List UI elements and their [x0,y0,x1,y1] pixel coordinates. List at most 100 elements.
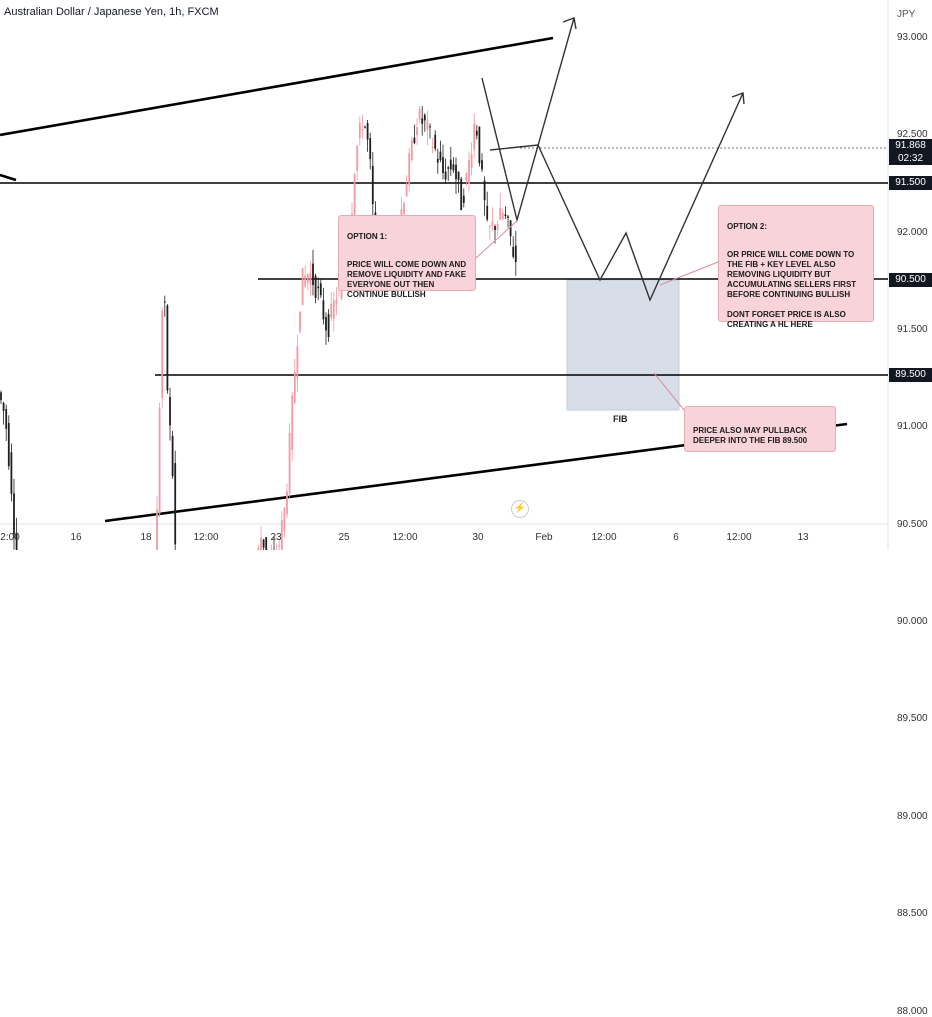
price-axis-unit: JPY [897,9,916,20]
pullback-pointer [653,372,685,411]
candle-body [439,151,442,161]
candle-body [416,127,418,136]
candle-body [468,159,470,185]
candle-body [265,537,268,550]
price-tick-label: 91.500 [897,324,928,336]
price-tick-label: 88.500 [897,908,928,920]
candle-body [327,314,330,338]
candle-body [15,532,18,550]
time-tick-label: 16 [70,532,82,543]
candle-body [491,221,494,226]
candle-body [10,452,13,494]
candle-body [494,226,496,230]
candle-body [444,171,447,180]
candle-body [13,493,15,535]
candle-body [262,539,265,548]
option1-heading: OPTION 1: [347,232,388,241]
candle-body [335,299,338,304]
candle-body [369,138,372,160]
time-tick-label: 12:00 [726,532,752,543]
candle-body [293,372,296,403]
option2-text: OR PRICE WILL COME DOWN TO THE FIB + KEY… [727,250,857,329]
candle-body [332,300,335,319]
candle-body [447,167,450,169]
candle-body [478,126,481,164]
option2-note[interactable]: OPTION 2: OR PRICE WILL COME DOWN TO THE… [718,205,874,329]
current-price-label: 91.868 [895,140,926,151]
time-tick-label: 30 [472,532,484,543]
candle-body [169,397,171,426]
option2-projection-path [489,92,744,302]
candle-body [423,114,426,121]
candle-body [496,223,499,230]
price-tick-label: 90.000 [897,616,928,628]
candle-body [286,491,288,515]
candle-body [442,157,444,174]
candle-body [431,146,434,148]
candle-body [301,268,304,305]
symbol-title: Australian Dollar / Japanese Yen, 1h, FX… [4,6,219,18]
candle-body [504,214,507,217]
option1-arrowhead-icon [562,17,577,30]
candle-body [405,184,408,197]
candle-body [501,212,504,220]
candle-body [371,166,374,205]
time-tick-label: 25 [338,532,350,543]
candle-body [470,154,473,168]
level-tag-89500: 89.500 [889,368,932,382]
candle-body [314,275,317,299]
price-tick-label: 89.000 [897,810,928,822]
candle-body [156,509,158,550]
pullback-note[interactable]: PRICE ALSO MAY PULLBACK DEEPER INTO THE … [684,406,836,452]
candle-body [481,160,483,170]
time-tick-label: 12:00 [193,532,219,543]
candle-body [5,409,8,429]
candle-body [166,305,169,391]
price-tick-label: 90.500 [897,518,928,530]
candle-body [304,275,307,287]
candle-body [434,134,437,149]
candle-body [426,120,429,131]
candle-body [455,164,457,180]
time-tick-label: 18 [140,532,152,543]
level-tag-90500: 90.500 [889,273,932,287]
candle-body [319,283,322,296]
candle-body [509,220,512,237]
fib-label: FIB [613,414,628,424]
lightning-icon[interactable]: ⚡ [511,500,529,518]
candle-body [462,195,465,203]
candle-body [475,130,478,136]
candle-body [257,548,260,550]
option1-projection-path [481,17,575,223]
candle-body [514,245,517,263]
price-tick-label: 91.000 [897,421,928,433]
candle-body [403,202,405,215]
candle-body [260,538,262,550]
option2-arrowhead-icon [731,92,745,105]
price-tick-label: 89.500 [897,713,928,725]
current-price-tag: 91.868 02:32 [889,139,932,165]
candle-body [0,392,2,401]
option1-pointer [475,219,519,259]
time-tick-label: 12:00 [591,532,617,543]
candle-body [429,126,431,128]
time-tick-label: 13 [797,532,809,543]
candle-body [299,311,301,332]
candle-body [283,508,286,531]
candle-body [278,545,281,547]
time-tick-label: 6 [673,532,679,543]
candle-body [366,123,369,140]
option2-pointer [659,261,719,286]
option2-heading: OPTION 2: [727,222,768,231]
candle-body [418,108,421,120]
option1-note[interactable]: OPTION 1: PRICE WILL COME DOWN AND REMOV… [338,215,476,299]
candle-body [353,174,356,215]
time-tick-label: 2:00 [0,532,20,543]
candle-body [309,272,312,285]
candle-body [161,310,164,398]
candle-body [322,300,325,320]
candle-body [486,205,489,220]
candle-body [507,216,509,218]
candle-body [449,159,452,170]
